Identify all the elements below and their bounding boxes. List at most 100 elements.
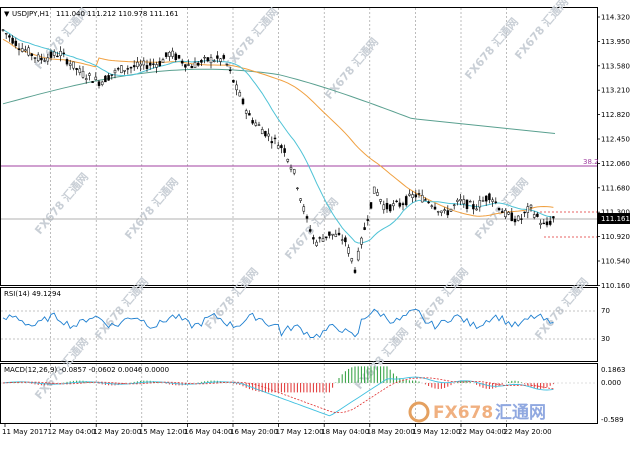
candle-body xyxy=(299,198,302,201)
candle-body xyxy=(75,68,78,70)
candle-body xyxy=(164,52,168,57)
candle-body xyxy=(478,200,482,208)
price-tick-label: 113.580 xyxy=(601,62,630,70)
fx678-logo: FX678 汇通网 xyxy=(408,401,546,423)
candle-body xyxy=(497,208,501,211)
candle-body xyxy=(443,209,446,211)
candle-body xyxy=(177,55,181,59)
candle-body xyxy=(427,201,430,204)
time-tick-label: 22 May 04:00 xyxy=(458,428,506,436)
candle-body xyxy=(500,211,504,213)
candle-body xyxy=(392,203,395,207)
time-tick-label: 12 May 20:00 xyxy=(93,428,141,436)
candle-body xyxy=(72,61,75,69)
candle-body xyxy=(17,48,21,50)
candle-body xyxy=(328,231,331,236)
candle-body xyxy=(302,206,306,212)
price-tick-label: 110.160 xyxy=(601,282,630,290)
candle-body xyxy=(366,219,370,221)
candle-body xyxy=(536,213,539,217)
candle-body xyxy=(459,198,462,202)
candle-body xyxy=(27,47,30,56)
candle-body xyxy=(273,137,277,140)
candle-body xyxy=(308,229,312,232)
candlestick-series xyxy=(1,29,555,274)
candle-body xyxy=(81,70,85,78)
candle-body xyxy=(251,120,254,124)
candle-body xyxy=(40,57,43,61)
candle-body xyxy=(248,113,251,116)
candle-body xyxy=(379,199,382,202)
candle-body xyxy=(494,201,498,203)
candle-body xyxy=(472,204,475,210)
candle-body xyxy=(280,145,283,149)
candle-body xyxy=(43,60,46,62)
candle-body xyxy=(241,98,245,105)
candle-body xyxy=(398,202,402,207)
time-tick-label: 18 May 04:00 xyxy=(321,428,369,436)
price-tick-label: 112.820 xyxy=(601,111,630,119)
candle-body xyxy=(276,145,280,149)
candle-body xyxy=(100,81,104,85)
candle-body xyxy=(36,54,40,61)
time-tick-label: 17 May 12:00 xyxy=(276,428,324,436)
symbol-label: USDJPY,H1 xyxy=(12,10,49,18)
time-tick-label: 18 May 20:00 xyxy=(367,428,415,436)
candle-body xyxy=(408,193,411,196)
candle-body xyxy=(84,78,88,80)
macd-signal-line xyxy=(2,377,554,414)
price-tick-label: 113.950 xyxy=(601,38,630,46)
candle-body xyxy=(30,53,34,57)
candle-body xyxy=(184,64,187,68)
candle-body xyxy=(46,57,50,62)
price-tick-label: 110.920 xyxy=(601,233,630,241)
candle-body xyxy=(91,81,94,83)
candle-body xyxy=(424,199,427,201)
candle-body xyxy=(548,220,552,225)
candle-body xyxy=(219,58,222,62)
candle-body xyxy=(516,215,520,221)
candle-body xyxy=(212,60,216,62)
candle-body xyxy=(116,68,120,70)
candle-body xyxy=(388,204,392,212)
price-tick-label: 114.320 xyxy=(601,14,630,22)
candle-body xyxy=(209,57,213,64)
candle-body xyxy=(462,199,466,205)
candle-body xyxy=(168,52,171,57)
candle-body xyxy=(513,218,517,223)
candle-body xyxy=(228,69,232,72)
candle-body xyxy=(244,110,248,114)
chart-menu-icon[interactable]: ▼ xyxy=(4,10,10,18)
price-tick-label: 112.060 xyxy=(601,160,630,168)
candle-body xyxy=(129,66,133,69)
candle-body xyxy=(225,63,229,66)
candle-body xyxy=(414,194,418,198)
candle-body xyxy=(542,222,546,225)
candle-body xyxy=(196,62,200,66)
candle-body xyxy=(315,241,318,246)
candle-body xyxy=(24,49,27,52)
candle-body xyxy=(318,237,322,239)
candle-body xyxy=(187,64,190,66)
rsi-line xyxy=(2,308,554,339)
rsi-tick-30: 30 xyxy=(601,335,610,343)
candle-body xyxy=(94,76,98,80)
candle-body xyxy=(552,216,555,219)
candle-body xyxy=(510,212,514,222)
candle-body xyxy=(484,195,488,202)
time-tick-label: 22 May 20:00 xyxy=(504,428,552,436)
candle-body xyxy=(52,51,56,56)
candle-body xyxy=(539,222,542,225)
candle-body xyxy=(382,204,386,210)
time-tick-label: 12 May 04:00 xyxy=(48,428,96,436)
candle-body xyxy=(145,65,149,69)
candle-body xyxy=(126,68,130,70)
candle-body xyxy=(78,68,82,73)
candle-body xyxy=(504,210,507,218)
candle-body xyxy=(401,203,405,206)
candle-body xyxy=(468,201,472,203)
candle-body xyxy=(507,212,510,215)
candle-body xyxy=(353,269,357,273)
